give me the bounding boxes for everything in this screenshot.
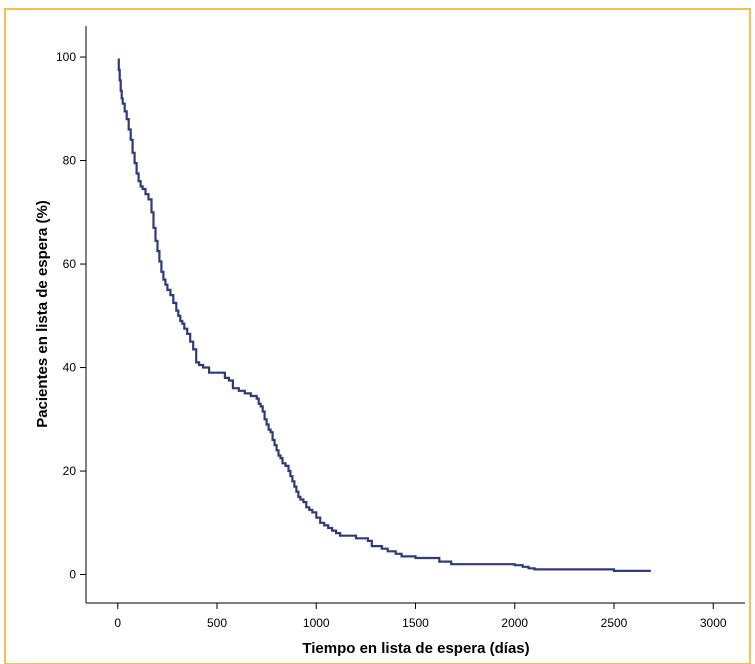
y-tick-label: 20 xyxy=(63,464,77,478)
y-tick-label: 40 xyxy=(63,361,77,375)
y-tick-label: 80 xyxy=(63,154,77,168)
x-axis-ticks: 0 500 1000 1500 2000 2500 3000 xyxy=(114,603,727,630)
x-tick-label: 0 xyxy=(114,616,121,630)
x-tick-label: 1500 xyxy=(402,616,429,630)
y-tick-label: 100 xyxy=(56,50,76,64)
y-axis-ticks: 0 20 40 60 80 100 xyxy=(56,50,86,582)
y-tick-label: 0 xyxy=(69,568,76,582)
y-tick-label: 60 xyxy=(63,257,77,271)
plot-area: 0 20 40 60 80 100 0 500 1000 1500 2000 2500 3000 xyxy=(56,26,745,630)
survival-step-line xyxy=(117,58,651,572)
x-tick-label: 2500 xyxy=(601,616,628,630)
x-tick-label: 1000 xyxy=(303,616,330,630)
y-axis-title: Pacientes en lista de espera (%) xyxy=(34,200,51,428)
x-tick-label: 3000 xyxy=(700,616,727,630)
x-tick-label: 500 xyxy=(207,616,227,630)
x-tick-label: 2000 xyxy=(501,616,528,630)
figure-frame xyxy=(4,8,751,664)
x-axis-title: Tiempo en lista de espera (días) xyxy=(302,640,529,657)
